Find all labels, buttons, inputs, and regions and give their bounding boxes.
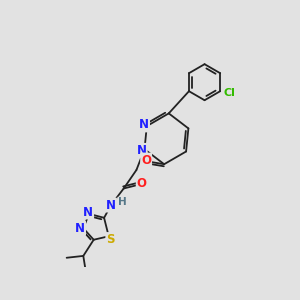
Text: N: N — [106, 199, 116, 212]
Text: Cl: Cl — [224, 88, 236, 98]
Text: N: N — [137, 144, 147, 157]
Text: N: N — [83, 206, 93, 218]
Text: H: H — [118, 197, 127, 207]
Text: N: N — [139, 118, 149, 131]
Text: N: N — [75, 222, 85, 235]
Text: O: O — [141, 154, 151, 166]
Text: O: O — [137, 177, 147, 190]
Text: S: S — [106, 233, 115, 246]
